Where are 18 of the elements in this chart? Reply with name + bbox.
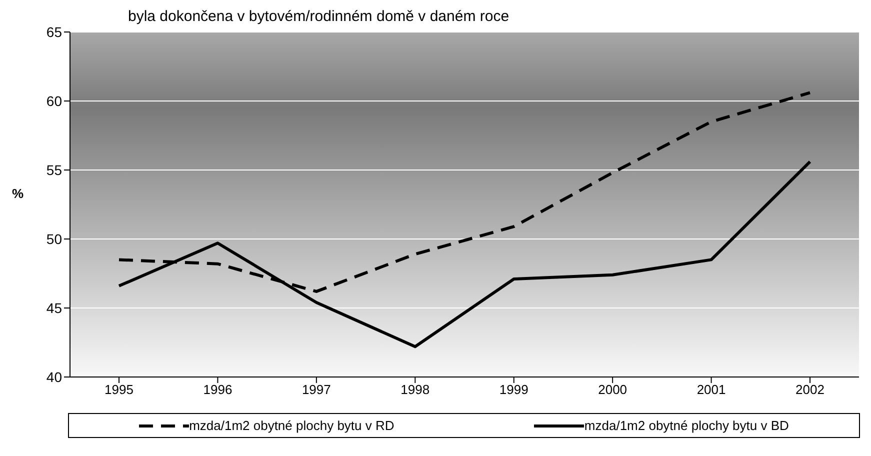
x-tick-label: 1996 [203, 382, 232, 398]
y-tick-label: 45 [46, 300, 62, 316]
x-tick-label: 1997 [302, 382, 331, 398]
x-tick-label: 1999 [499, 382, 528, 398]
y-axis-title: % [12, 186, 24, 201]
chart-title: byla dokončena v bytovém/rodinném domě v daném roce [128, 8, 510, 25]
legend-label: mzda/1m2 obytné plochy bytu v BD [583, 418, 789, 433]
x-tick-label: 1995 [104, 382, 134, 398]
x-tick-label: 2001 [696, 382, 726, 398]
x-tick-label: 2002 [796, 382, 824, 398]
legend-label: mzda/1m2 obytné plochy bytu v RD [188, 418, 394, 433]
y-tick-label: 40 [46, 368, 62, 385]
x-tick-label: 2000 [598, 382, 628, 398]
y-tick-label: 50 [46, 230, 62, 247]
x-tick-label: 1998 [400, 382, 430, 398]
y-tick-label: 60 [46, 92, 62, 109]
y-tick-label: 65 [46, 24, 62, 40]
y-tick-label: 55 [46, 162, 62, 178]
